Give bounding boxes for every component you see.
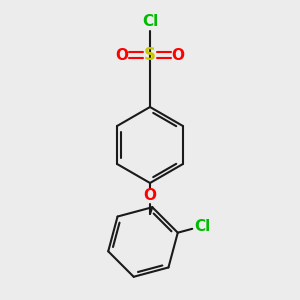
- Text: Cl: Cl: [142, 14, 158, 29]
- Text: S: S: [144, 46, 156, 64]
- Text: O: O: [116, 47, 128, 62]
- Text: O: O: [172, 47, 184, 62]
- Text: Cl: Cl: [194, 219, 210, 234]
- Text: O: O: [143, 188, 157, 203]
